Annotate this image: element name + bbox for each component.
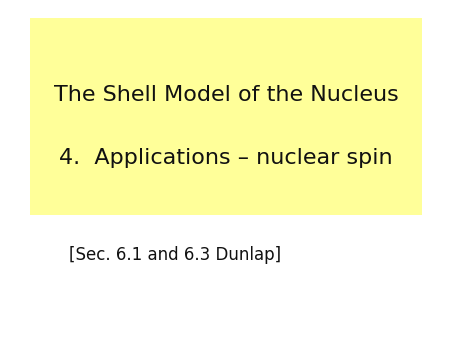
Text: The Shell Model of the Nucleus: The Shell Model of the Nucleus xyxy=(54,85,398,105)
Text: 4.  Applications – nuclear spin: 4. Applications – nuclear spin xyxy=(59,148,393,168)
Text: [Sec. 6.1 and 6.3 Dunlap]: [Sec. 6.1 and 6.3 Dunlap] xyxy=(69,246,281,264)
Bar xyxy=(30,18,422,215)
